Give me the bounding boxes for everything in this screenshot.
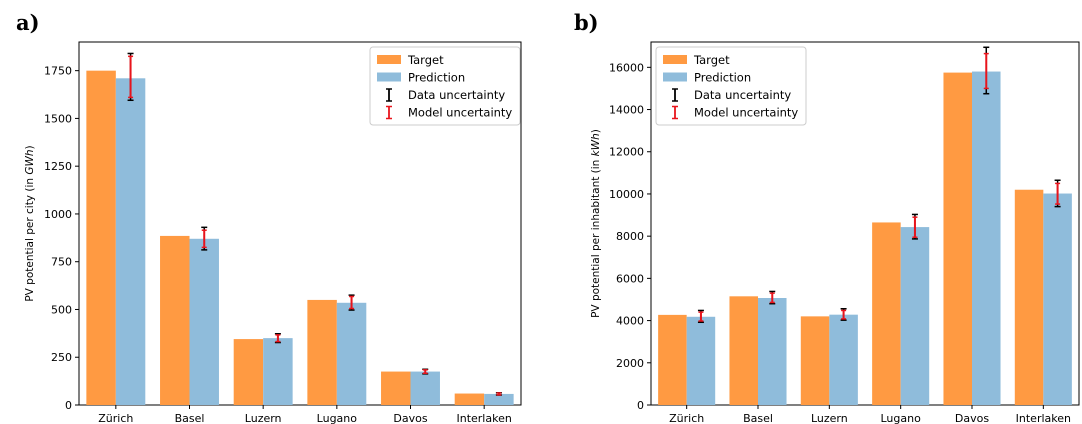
panel-label-a: a) [16, 10, 40, 35]
chart-a-xtick-label: Basel [175, 412, 205, 424]
chart-a-xtick-label: Davos [393, 412, 427, 424]
chart-a-bar-prediction-1 [189, 238, 219, 405]
chart-a-ytick-label: 1500 [44, 112, 72, 125]
chart-a-legend-box [369, 46, 521, 126]
chart-a-bar-prediction-3 [336, 302, 367, 405]
chart-a-bar-target-3 [307, 299, 337, 405]
chart-a-legend-label-target: Target [407, 53, 444, 67]
chart-a-ylabel: PV potential per city (in GWh) [24, 145, 36, 301]
chart-a-axes-frame [78, 41, 522, 406]
chart-a-legend-swatch-prediction [377, 72, 401, 82]
chart-a-bar-prediction-5 [484, 393, 514, 405]
chart-a-ytick-label: 750 [51, 256, 72, 269]
chart-a-legend-label-model-uncertainty: Model uncertainty [408, 106, 512, 120]
chart-a-ytick-label: 0 [65, 399, 72, 412]
chart-a-bar-target-2 [233, 339, 264, 405]
chart-a-xtick-label: Luzern [245, 412, 282, 424]
chart-a-bar-prediction-2 [263, 338, 293, 405]
chart-a-ytick-label: 250 [51, 351, 72, 364]
chart-a-bar-target-0 [86, 70, 116, 405]
chart-a-legend-swatch-target [377, 55, 401, 64]
chart-a-bar-prediction-0 [115, 78, 146, 406]
chart-a-legend-label-data-uncertainty: Data uncertainty [408, 88, 505, 102]
chart-a-xtick-label: Interlaken [456, 412, 511, 424]
chart-a-bar-prediction-4 [410, 371, 440, 405]
chart-a-xtick-label: Zürich [98, 412, 133, 424]
chart-a-xtick-label: Lugano [317, 412, 358, 424]
chart-a-bar-target-4 [381, 371, 411, 405]
chart-a-bar-target-5 [454, 393, 485, 405]
chart-a-ytick-label: 1000 [44, 208, 72, 221]
panel-label-b: b) [574, 10, 599, 35]
chart-a-legend-label-prediction: Prediction [408, 71, 465, 85]
chart-a-ytick-label: 1250 [44, 160, 72, 173]
chart-a-ytick-label: 1750 [44, 65, 72, 78]
chart-a-bar-target-1 [160, 235, 190, 405]
chart-a-ytick-label: 500 [51, 303, 72, 316]
